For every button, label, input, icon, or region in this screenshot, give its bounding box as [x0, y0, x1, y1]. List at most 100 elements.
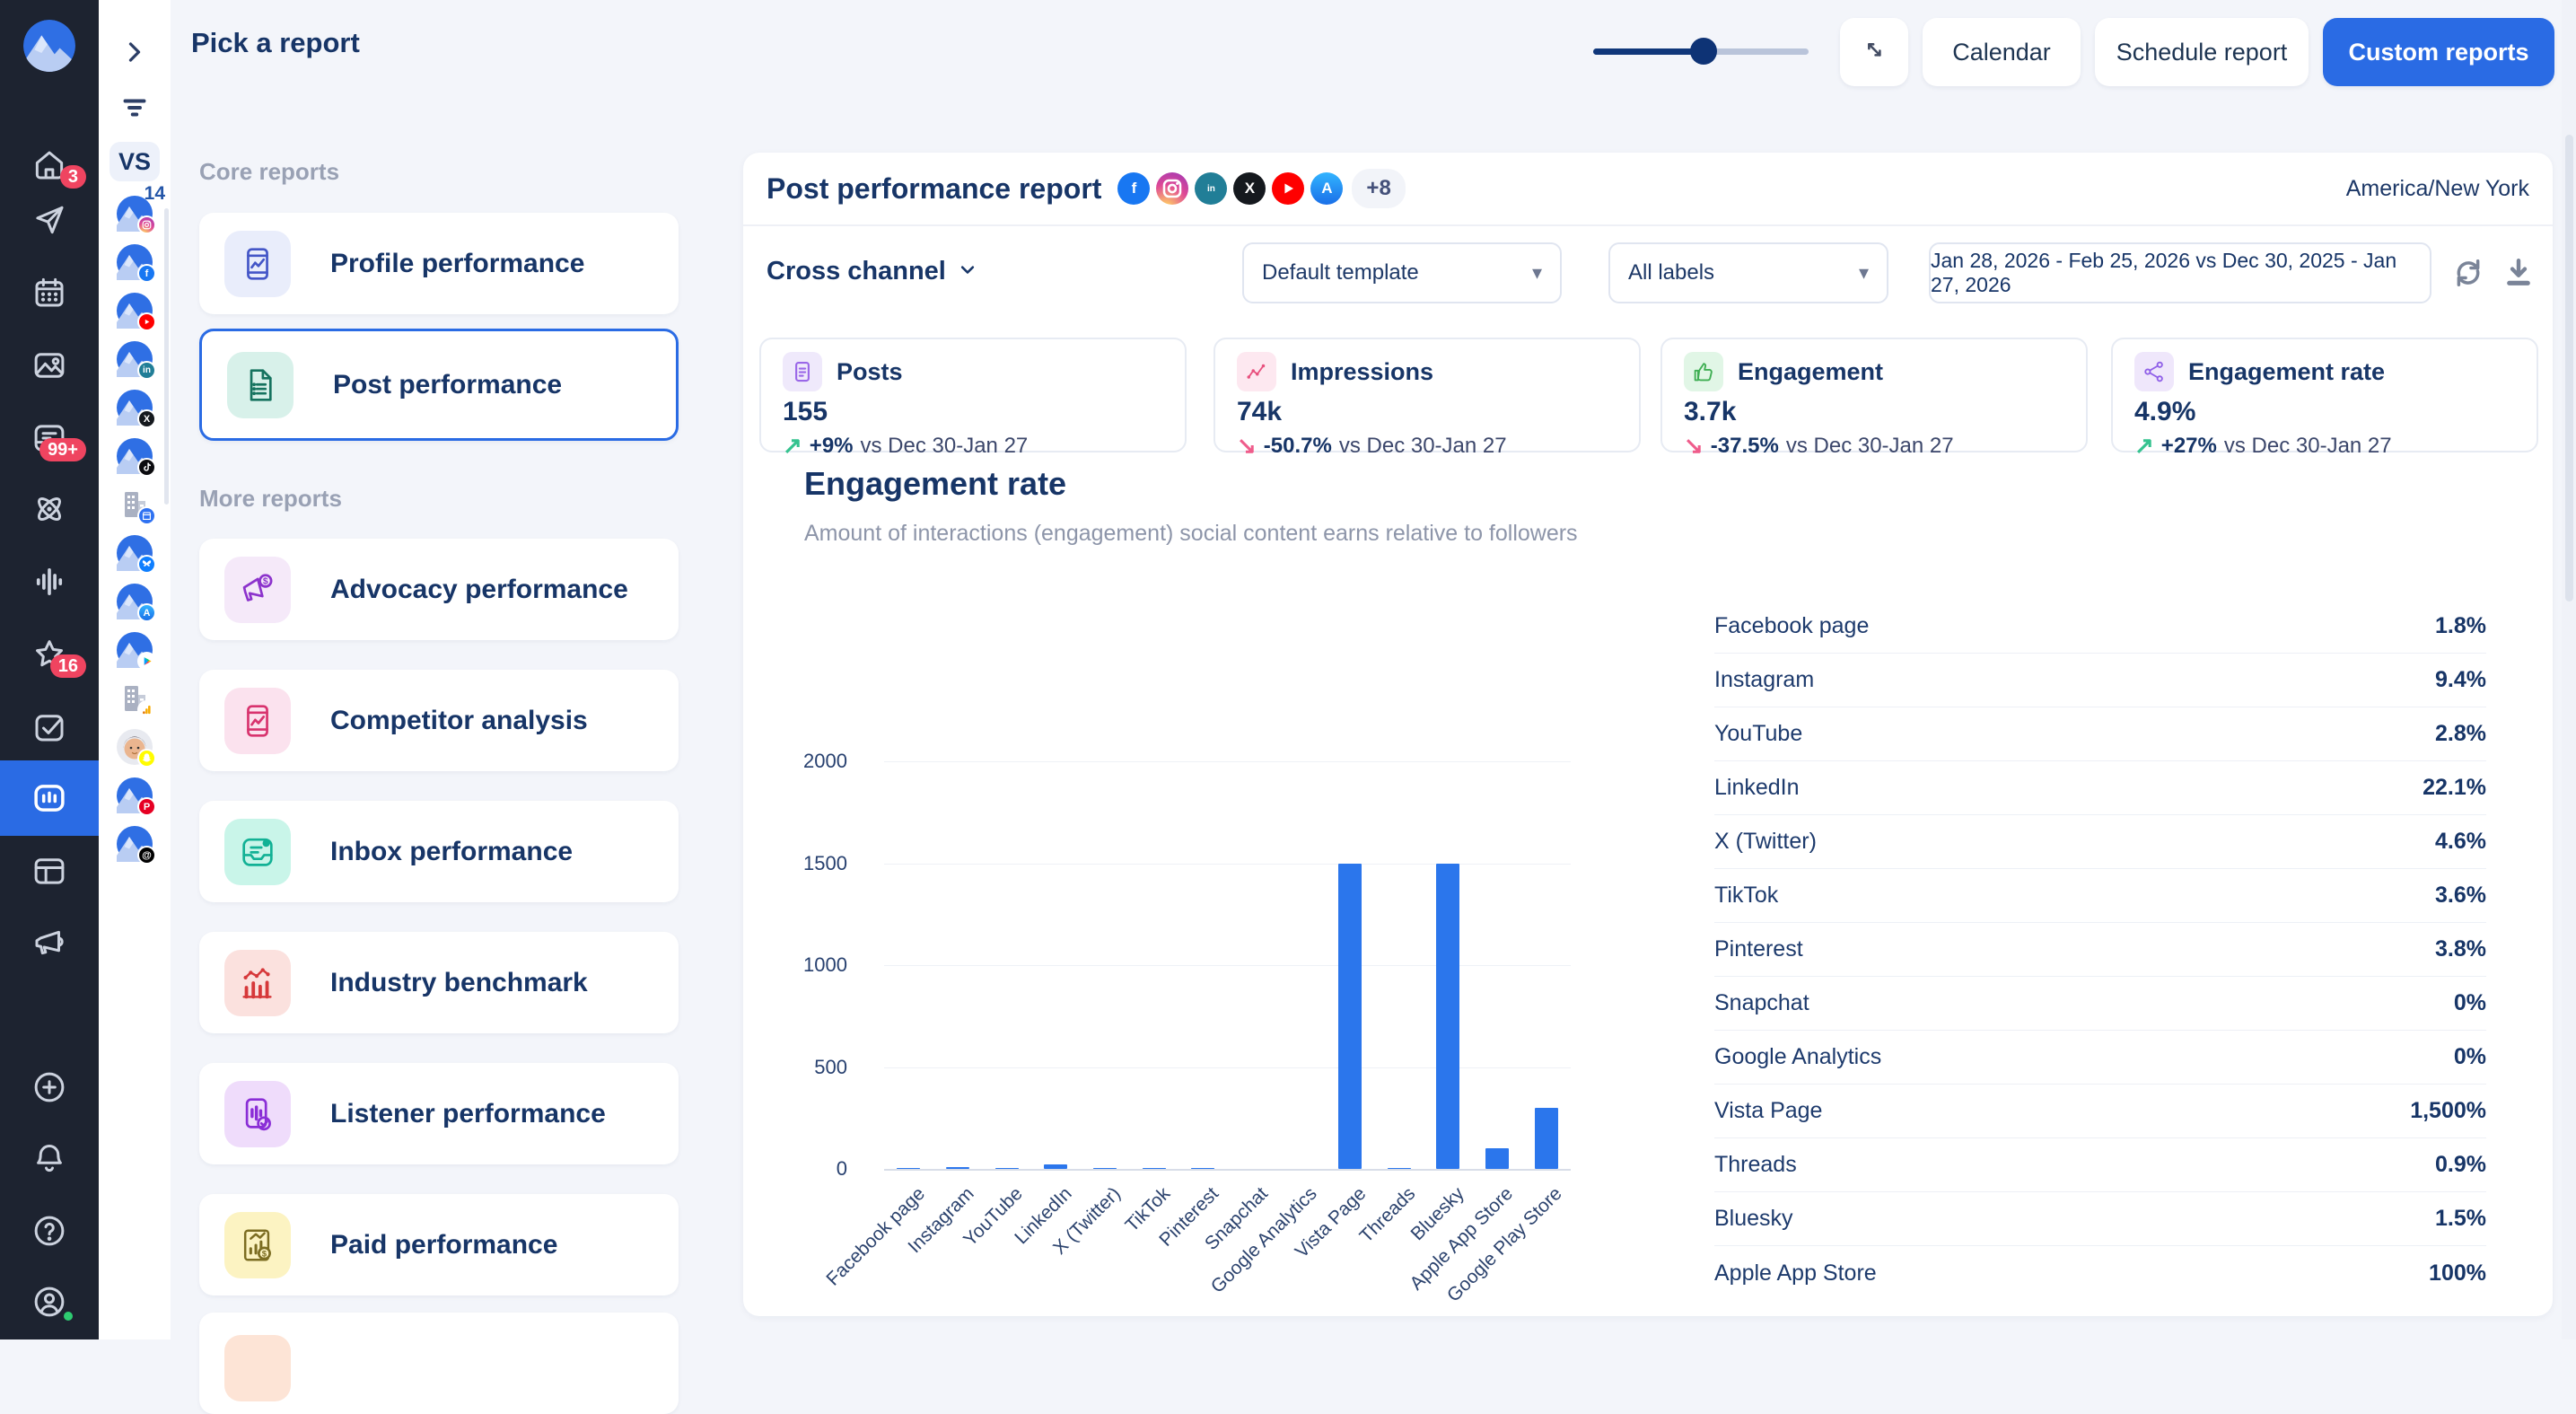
expand-diagonal-arrow-icon: [1859, 34, 1889, 71]
chart-bar-threads[interactable]: [1387, 1167, 1411, 1169]
profile-youtube[interactable]: [117, 293, 156, 331]
date-range-picker[interactable]: Jan 28, 2026 - Feb 25, 2026 vs Dec 30, 2…: [1929, 242, 2431, 303]
calendar-button[interactable]: Calendar: [1923, 18, 2081, 86]
sidebar-item-connect[interactable]: [0, 473, 99, 545]
profile-app-store[interactable]: A: [117, 584, 156, 622]
chart-bar-google-play-store[interactable]: [1534, 1107, 1558, 1169]
engagement-table-row: YouTube 2.8%: [1714, 707, 2486, 761]
y-axis-tick: 500: [814, 1055, 847, 1078]
profile-bluesky[interactable]: [117, 535, 156, 574]
trend-comparison: vs Dec 30-Jan 27: [860, 433, 1029, 458]
profile-pinterest[interactable]: P: [117, 777, 156, 816]
workspace-avatar[interactable]: VS: [110, 142, 160, 181]
engagement-table-row: Google Analytics 0%: [1714, 1031, 2486, 1085]
sidebar-item-boards[interactable]: [0, 835, 99, 907]
network-name: Google Analytics: [1714, 1044, 1882, 1069]
scrollbar[interactable]: [164, 208, 169, 505]
y-axis-tick: 0: [836, 1157, 847, 1180]
refresh-icon[interactable]: [2449, 253, 2488, 293]
app-store-icon[interactable]: A: [1310, 172, 1344, 205]
report-card-listener-performance[interactable]: Listener performance: [199, 1063, 679, 1164]
engagement-rate-value: 1,500%: [2410, 1098, 2486, 1123]
sidebar-item-publish[interactable]: [0, 184, 99, 256]
sidebar-item-help[interactable]: [0, 1195, 99, 1267]
filter-icon[interactable]: [118, 92, 151, 124]
report-card-inbox-performance[interactable]: Inbox performance: [199, 801, 679, 902]
slider-handle[interactable]: [1690, 38, 1717, 65]
profile-snapchat[interactable]: [117, 729, 156, 768]
chart-bar-apple-app-store[interactable]: [1485, 1148, 1510, 1169]
chart-bar-x-twitter-[interactable]: [1092, 1167, 1117, 1169]
sidebar-item-advocacy[interactable]: [0, 906, 99, 978]
sidebar-item-tasks[interactable]: [0, 691, 99, 763]
chart-bar-youtube[interactable]: [994, 1167, 1019, 1169]
sidebar-item-reports[interactable]: [0, 760, 99, 836]
engagement-table-row: TikTok 3.6%: [1714, 869, 2486, 923]
profile-instagram[interactable]: [117, 196, 156, 234]
sidebar-item-listening[interactable]: [0, 546, 99, 618]
scrollbar[interactable]: [2562, 0, 2576, 1339]
labels-select[interactable]: All labels ▾: [1608, 242, 1888, 303]
profile-google-play[interactable]: [117, 632, 156, 671]
network-name: TikTok: [1714, 883, 1779, 908]
facebook-icon[interactable]: f: [1117, 172, 1151, 205]
trend-percent: -50.7%: [1263, 433, 1332, 458]
profile-x[interactable]: X: [117, 390, 156, 428]
vista-social-logo[interactable]: [23, 20, 75, 72]
report-card-industry-benchmark[interactable]: Industry benchmark: [199, 932, 679, 1033]
x-icon[interactable]: X: [1233, 172, 1266, 205]
download-icon[interactable]: [2499, 253, 2538, 293]
schedule-report-button[interactable]: Schedule report: [2095, 18, 2309, 86]
section-title: Engagement rate: [804, 465, 1067, 502]
sidebar-item-account[interactable]: [0, 1266, 99, 1338]
chart-bar-facebook-page[interactable]: [897, 1167, 921, 1169]
profile-google-analytics[interactable]: [117, 681, 156, 719]
chart-bar-vista-page[interactable]: [1338, 863, 1362, 1169]
engagement-table-row: Apple App Store 100%: [1714, 1246, 2486, 1300]
profile-google-business[interactable]: [117, 487, 156, 525]
report-card-profile-performance[interactable]: Profile performance: [199, 213, 679, 314]
trend-percent: +9%: [809, 433, 854, 458]
stat-card-engagement: Engagement 3.7k ↘ -37.5% vs Dec 30-Jan 2…: [1660, 338, 2088, 459]
report-card-post-performance[interactable]: Post performance: [199, 329, 679, 441]
profile-facebook[interactable]: f: [117, 244, 156, 283]
chart-bar-instagram[interactable]: [945, 1166, 969, 1169]
report-card-partial[interactable]: [199, 1313, 679, 1414]
profile-linkedin[interactable]: in: [117, 341, 156, 380]
chart-bar-tiktok[interactable]: [1142, 1167, 1166, 1169]
trend-up-arrow-icon: ↗: [2134, 432, 2154, 459]
youtube-icon[interactable]: [1272, 172, 1305, 205]
report-scale-slider[interactable]: [1593, 38, 1809, 65]
expand-panel-chevron-icon[interactable]: [118, 36, 151, 68]
media-icon: [31, 347, 68, 384]
mountain-avatar: [23, 20, 75, 72]
chart-bar-pinterest[interactable]: [1191, 1167, 1215, 1169]
profile-threads[interactable]: @: [117, 826, 156, 865]
tiktok-icon: [137, 458, 156, 477]
advocacy-icon: [31, 923, 68, 961]
sidebar-item-calendar[interactable]: [0, 257, 99, 329]
chart-bar-bluesky[interactable]: [1436, 863, 1460, 1169]
sidebar-item-home[interactable]: 3: [0, 129, 99, 201]
sidebar-item-notifications[interactable]: [0, 1122, 99, 1194]
sidebar-item-reviews[interactable]: 16: [0, 619, 99, 690]
trend-percent: +27%: [2160, 433, 2217, 458]
sidebar-item-add[interactable]: [0, 1051, 99, 1123]
advocacy-performance-icon: $: [224, 556, 291, 623]
expand-button[interactable]: [1840, 18, 1908, 86]
channel-selector[interactable]: Cross channel: [767, 257, 980, 286]
report-card-advocacy-performance[interactable]: $ Advocacy performance: [199, 539, 679, 640]
instagram-icon[interactable]: [1156, 172, 1189, 205]
chart-bar-linkedin[interactable]: [1044, 1164, 1068, 1169]
report-card-competitor-analysis[interactable]: Competitor analysis: [199, 670, 679, 771]
linkedin-icon[interactable]: in: [1195, 172, 1228, 205]
custom-reports-button[interactable]: Custom reports: [2323, 18, 2554, 86]
sidebar-item-media[interactable]: [0, 329, 99, 401]
more-networks-pill[interactable]: +8: [1352, 169, 1406, 208]
stat-label: Impressions: [1291, 357, 1434, 385]
template-select[interactable]: Default template ▾: [1242, 242, 1562, 303]
report-card-paid-performance[interactable]: $ Paid performance: [199, 1194, 679, 1295]
profile-tiktok[interactable]: [117, 438, 156, 477]
listener-performance-icon: [224, 1080, 291, 1147]
sidebar-item-inbox[interactable]: 99+: [0, 402, 99, 474]
